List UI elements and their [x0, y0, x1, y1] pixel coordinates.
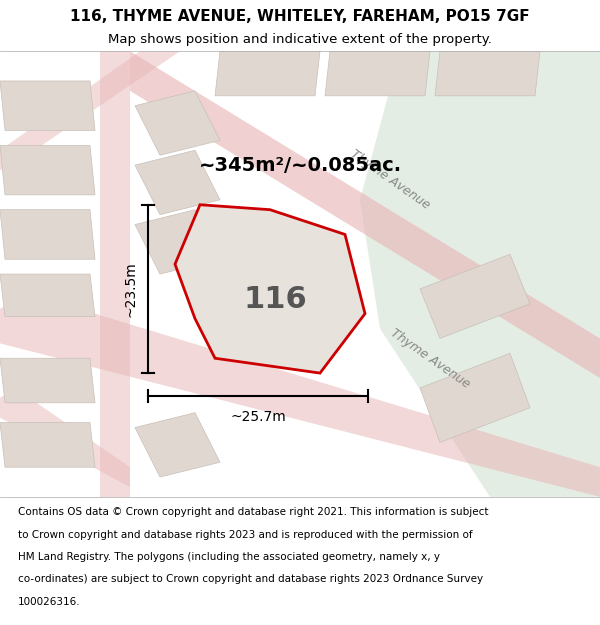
Polygon shape	[0, 358, 95, 402]
Polygon shape	[0, 294, 600, 497]
Text: ~25.7m: ~25.7m	[230, 410, 286, 424]
Polygon shape	[135, 210, 220, 274]
Text: 116: 116	[244, 285, 308, 314]
Polygon shape	[130, 51, 600, 378]
Polygon shape	[435, 51, 540, 96]
Text: ~345m²/~0.085ac.: ~345m²/~0.085ac.	[199, 156, 401, 174]
Polygon shape	[0, 210, 95, 259]
Text: Thyme Avenue: Thyme Avenue	[388, 326, 472, 391]
Polygon shape	[0, 388, 130, 487]
Polygon shape	[0, 274, 95, 317]
Text: Thyme Avenue: Thyme Avenue	[348, 148, 432, 213]
Text: Map shows position and indicative extent of the property.: Map shows position and indicative extent…	[108, 33, 492, 46]
Polygon shape	[175, 205, 365, 373]
Polygon shape	[420, 353, 530, 442]
Polygon shape	[135, 91, 220, 155]
Polygon shape	[0, 81, 95, 131]
Text: 100026316.: 100026316.	[18, 597, 80, 607]
Polygon shape	[135, 412, 220, 477]
Text: Contains OS data © Crown copyright and database right 2021. This information is : Contains OS data © Crown copyright and d…	[18, 507, 488, 517]
Polygon shape	[0, 51, 180, 170]
Polygon shape	[0, 422, 95, 467]
Polygon shape	[325, 51, 430, 96]
Polygon shape	[420, 254, 530, 338]
Polygon shape	[135, 150, 220, 214]
Text: co-ordinates) are subject to Crown copyright and database rights 2023 Ordnance S: co-ordinates) are subject to Crown copyr…	[18, 574, 483, 584]
Text: 116, THYME AVENUE, WHITELEY, FAREHAM, PO15 7GF: 116, THYME AVENUE, WHITELEY, FAREHAM, PO…	[70, 9, 530, 24]
Polygon shape	[215, 51, 320, 96]
Text: ~23.5m: ~23.5m	[124, 261, 138, 317]
Polygon shape	[0, 146, 95, 195]
Text: HM Land Registry. The polygons (including the associated geometry, namely x, y: HM Land Registry. The polygons (includin…	[18, 552, 440, 562]
Polygon shape	[360, 51, 600, 497]
Polygon shape	[100, 51, 130, 497]
Text: to Crown copyright and database rights 2023 and is reproduced with the permissio: to Crown copyright and database rights 2…	[18, 529, 473, 539]
